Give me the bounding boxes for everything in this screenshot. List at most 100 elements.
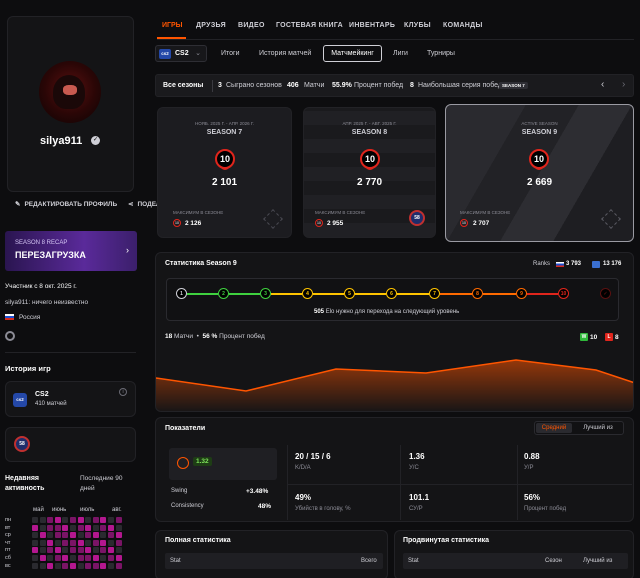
heatmap-cell[interactable] (77, 547, 84, 554)
heatmap-cell[interactable] (85, 555, 92, 561)
heatmap-cell[interactable] (115, 517, 122, 523)
subtab-leagues[interactable]: Лиги (393, 50, 408, 57)
nav-tab-guestbook[interactable]: ГОСТЕВАЯ КНИГА (276, 22, 344, 29)
heatmap-cell[interactable] (92, 532, 99, 539)
heatmap-cell[interactable] (92, 524, 99, 531)
heatmap-cell[interactable] (92, 517, 99, 523)
heatmap-cell[interactable] (39, 562, 46, 569)
heatmap-cell[interactable] (92, 539, 99, 546)
heatmap-cell[interactable] (54, 539, 61, 546)
heatmap-cell[interactable] (85, 562, 92, 569)
nav-tab-friends[interactable]: ДРУЗЬЯ (196, 22, 226, 29)
heatmap-cell[interactable] (47, 547, 54, 554)
edit-profile-button[interactable]: ✎ РЕДАКТИРОВАТЬ ПРОФИЛЬ (15, 200, 118, 209)
toggle-average[interactable]: Средний (536, 423, 572, 433)
heatmap-cell[interactable] (85, 547, 92, 554)
heatmap-cell[interactable] (108, 562, 114, 569)
heatmap-cell[interactable] (115, 562, 122, 569)
heatmap-cell[interactable] (70, 547, 76, 554)
subtab-matchmaking[interactable]: Матчмейкинг (323, 45, 382, 62)
prev-season-button[interactable]: ‹ (601, 79, 605, 90)
nav-tab-games[interactable]: ИГРЫ (162, 22, 183, 29)
season-card-8[interactable]: АПР. 2025 Г. - АВГ. 2025 Г. SEASON 8 10 … (303, 107, 436, 238)
heatmap-cell[interactable] (70, 539, 76, 546)
heatmap-cell[interactable] (62, 524, 69, 531)
heatmap-cell[interactable] (32, 539, 38, 546)
heatmap-cell[interactable] (54, 517, 61, 523)
game-select[interactable]: cs2 CS2 ⌄ (155, 45, 207, 62)
heatmap-cell[interactable] (39, 539, 46, 546)
season-recap-banner[interactable]: SEASON 8 RECAP ПЕРЕЗАГРУЗКА › (5, 231, 137, 271)
heatmap-cell[interactable] (39, 532, 46, 539)
heatmap-cell[interactable] (54, 547, 61, 554)
heatmap-cell[interactable] (47, 517, 54, 523)
heatmap-cell[interactable] (77, 539, 84, 546)
heatmap-cell[interactable] (85, 532, 92, 539)
heatmap-cell[interactable] (62, 517, 69, 523)
heatmap-cell[interactable] (62, 539, 69, 546)
heatmap-cell[interactable] (32, 524, 38, 531)
heatmap-cell[interactable] (92, 547, 99, 554)
heatmap-cell[interactable] (115, 532, 122, 539)
subtab-match-history[interactable]: История матчей (259, 50, 312, 57)
game-history-item[interactable]: cs2 CS2 410 матчей i (5, 381, 136, 417)
heatmap-cell[interactable] (100, 555, 107, 561)
subtab-tournaments[interactable]: Турниры (427, 50, 455, 57)
heatmap-cell[interactable] (108, 532, 114, 539)
heatmap-cell[interactable] (70, 562, 76, 569)
heatmap-cell[interactable] (115, 524, 122, 531)
heatmap-cell[interactable] (70, 555, 76, 561)
heatmap-cell[interactable] (85, 517, 92, 523)
column-header-stat[interactable]: Stat (408, 558, 419, 564)
info-icon[interactable]: i (119, 388, 127, 396)
heatmap-cell[interactable] (92, 555, 99, 561)
season-card-7[interactable]: НОЯБ. 2025 Г. - АПР. 2026 Г. SEASON 7 10… (157, 107, 292, 238)
heatmap-cell[interactable] (47, 555, 54, 561)
heatmap-cell[interactable] (54, 532, 61, 539)
heatmap-cell[interactable] (32, 532, 38, 539)
heatmap-cell[interactable] (32, 562, 38, 569)
heatmap-cell[interactable] (100, 547, 107, 554)
nav-tab-video[interactable]: ВИДЕО (238, 22, 265, 29)
nav-tab-inventory[interactable]: ИНВЕНТАРЬ (349, 22, 396, 29)
heatmap-cell[interactable] (100, 562, 107, 569)
nav-tab-teams[interactable]: КОМАНДЫ (443, 22, 483, 29)
avatar[interactable] (39, 61, 101, 123)
column-header-stat[interactable]: Stat (170, 558, 181, 564)
column-header-best[interactable]: Лучший из (583, 558, 613, 564)
next-season-button[interactable]: › (622, 79, 626, 90)
heatmap-cell[interactable] (85, 539, 92, 546)
heatmap-cell[interactable] (70, 532, 76, 539)
heatmap-cell[interactable] (77, 524, 84, 531)
heatmap-cell[interactable] (39, 517, 46, 523)
heatmap-cell[interactable] (92, 562, 99, 569)
heatmap-cell[interactable] (62, 532, 69, 539)
heatmap-cell[interactable] (47, 524, 54, 531)
heatmap-cell[interactable] (47, 539, 54, 546)
heatmap-cell[interactable] (77, 555, 84, 561)
heatmap-cell[interactable] (54, 524, 61, 531)
heatmap-cell[interactable] (108, 517, 114, 523)
heatmap-cell[interactable] (32, 555, 38, 561)
nav-tab-clubs[interactable]: КЛУБЫ (404, 22, 431, 29)
subtab-summary[interactable]: Итоги (221, 50, 240, 57)
heatmap-cell[interactable] (62, 562, 69, 569)
season-card-9[interactable]: ACTIVE SEASON SEASON 9 10 2 669 МАКСИМУМ… (445, 104, 634, 242)
heatmap-cell[interactable] (100, 532, 107, 539)
heatmap-cell[interactable] (54, 555, 61, 561)
heatmap-cell[interactable] (47, 562, 54, 569)
steam-icon[interactable] (5, 331, 15, 341)
heatmap-cell[interactable] (108, 555, 114, 561)
heatmap-cell[interactable] (115, 539, 122, 546)
heatmap-cell[interactable] (32, 547, 38, 554)
heatmap-cell[interactable] (70, 524, 76, 531)
heatmap-cell[interactable] (70, 517, 76, 523)
heatmap-cell[interactable] (39, 555, 46, 561)
heatmap-cell[interactable] (108, 524, 114, 531)
heatmap-cell[interactable] (85, 524, 92, 531)
heatmap-cell[interactable] (100, 524, 107, 531)
column-header-total[interactable]: Всего (361, 558, 377, 564)
heatmap-cell[interactable] (108, 547, 114, 554)
heatmap-cell[interactable] (39, 547, 46, 554)
heatmap-cell[interactable] (100, 517, 107, 523)
